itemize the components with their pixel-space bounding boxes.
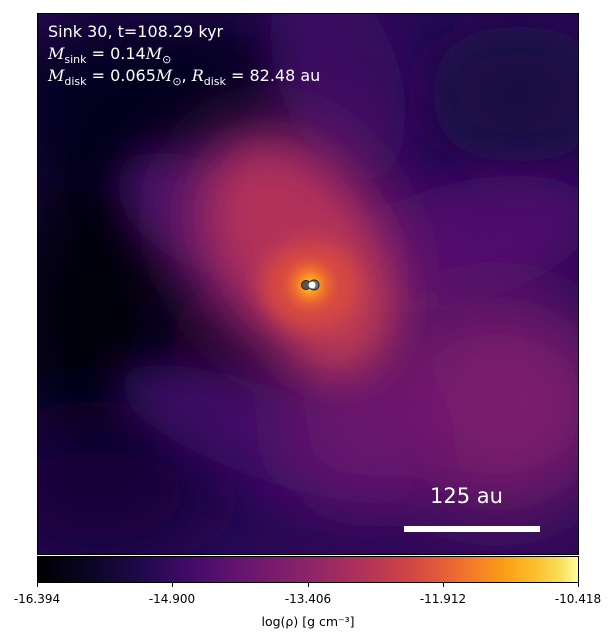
scalebar-label: 125 au <box>430 484 503 508</box>
rdisk-separator: , <box>181 66 192 85</box>
msink-subscript: sink <box>64 53 87 66</box>
msink-unit: M <box>145 44 163 63</box>
colorbar-tick-label: -13.406 <box>284 592 332 606</box>
rdisk-subscript: disk <box>203 75 226 88</box>
sink-info-line: Sink 30, t=108.29 kyr <box>48 22 224 41</box>
colorbar-tick <box>578 583 579 587</box>
colorbar-tick-label: -10.418 <box>554 592 602 606</box>
msink-value: = 0.14 <box>86 44 146 63</box>
colorbar-tick <box>443 583 444 587</box>
sink-particle-marker <box>301 279 320 291</box>
rdisk-symbol: R <box>191 66 204 85</box>
mdisk-unit: M <box>155 66 173 85</box>
colorbar-tick <box>37 583 38 587</box>
colorbar-tick-label: -14.900 <box>148 592 196 606</box>
mdisk-unit-sub: ⊙ <box>172 75 182 88</box>
mdisk-subscript: disk <box>64 75 87 88</box>
mdisk-symbol: M <box>48 66 65 85</box>
colorbar-tick <box>308 583 309 587</box>
rdisk-value: = 82.48 au <box>225 66 321 85</box>
msink-symbol: M <box>48 44 65 63</box>
disk-info-line: Mdisk = 0.065M⊙, Rdisk = 82.48 au <box>48 66 321 89</box>
density-map-panel: Sink 30, t=108.29 kyr Msink = 0.14M⊙ Mdi… <box>37 13 579 555</box>
mdisk-value: = 0.065 <box>86 66 156 85</box>
msink-unit-sub: ⊙ <box>162 53 172 66</box>
scalebar <box>404 526 540 532</box>
colorbar-tick-label: -16.394 <box>13 592 61 606</box>
colorbar-tick-label: -11.912 <box>419 592 467 606</box>
colorbar-label: log(ρ) [g cm⁻³] <box>261 614 355 629</box>
sink-mass-line: Msink = 0.14M⊙ <box>48 44 172 67</box>
density-map-image <box>38 14 578 554</box>
colorbar-tick <box>172 583 173 587</box>
colorbar <box>37 556 579 583</box>
